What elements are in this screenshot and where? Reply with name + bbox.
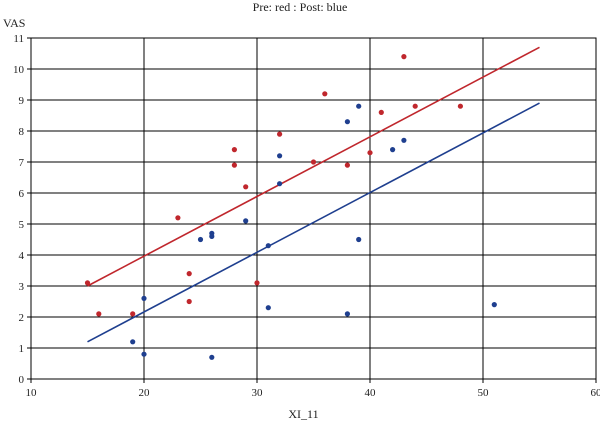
- series-1-point: [243, 218, 249, 224]
- series-0-point: [412, 103, 418, 109]
- series-1-point: [356, 236, 362, 243]
- series-1-point: [401, 137, 407, 143]
- series-1-point: [491, 302, 497, 308]
- series-1-point: [356, 103, 362, 109]
- series-0-point: [96, 311, 102, 317]
- series-1-point: [277, 181, 283, 187]
- series-1-fit-line: [87, 102, 540, 343]
- y-axis-label: VAS: [3, 16, 25, 30]
- series-1-point: [141, 351, 147, 357]
- series-0-point: [401, 54, 407, 60]
- y-tick-label: 9: [19, 95, 25, 107]
- series-1-point: [344, 119, 350, 125]
- y-tick-label: 2: [19, 312, 25, 324]
- x-tick-label: 50: [478, 387, 490, 399]
- x-tick-label: 30: [252, 387, 264, 399]
- series-0-point: [186, 298, 192, 305]
- y-tick-label: 8: [19, 126, 25, 138]
- x-tick-label: 60: [591, 387, 600, 399]
- series-1-point: [209, 233, 215, 239]
- series-0-point: [344, 162, 350, 168]
- x-tick-label: 10: [26, 387, 38, 399]
- series-0-point: [322, 91, 328, 97]
- x-tick-label: 20: [139, 387, 151, 399]
- y-tick-label: 7: [19, 157, 25, 169]
- series-0-fit-line: [87, 46, 540, 287]
- y-tick-label: 6: [19, 188, 25, 200]
- series-1-point: [197, 236, 204, 243]
- y-tick-label: 10: [13, 64, 25, 76]
- series-1-point: [141, 295, 147, 301]
- plot-area: [30, 37, 597, 380]
- series-0-point: [457, 103, 463, 109]
- series-0-point: [84, 280, 91, 286]
- y-tick-label: 5: [19, 219, 25, 231]
- series-1-point: [130, 339, 136, 345]
- series-1-point: [209, 354, 215, 360]
- series-0-point: [231, 147, 237, 153]
- series-0-point: [243, 184, 249, 190]
- y-tick-label: 4: [19, 250, 25, 262]
- series-0-point: [130, 311, 136, 317]
- series-1-point: [277, 153, 283, 159]
- y-tick-label: 3: [19, 281, 25, 293]
- series-0-point: [378, 109, 384, 115]
- series-0-point: [310, 159, 317, 165]
- y-tick-label: 0: [19, 374, 25, 386]
- series-0-point: [277, 131, 283, 137]
- series-1-point: [344, 311, 350, 317]
- chart-title: Pre: red : Post: blue: [252, 0, 348, 14]
- series-0-point: [186, 271, 192, 277]
- y-tick-label: 1: [19, 343, 25, 355]
- x-axis-label: XI_11: [288, 407, 318, 421]
- series-1-point: [390, 147, 396, 153]
- series-1-point: [265, 243, 271, 249]
- series-0-point: [367, 150, 373, 156]
- series-1-point: [265, 305, 271, 311]
- x-tick-label: 40: [365, 387, 377, 399]
- y-tick-label: 11: [13, 33, 24, 45]
- series-0-point: [254, 280, 260, 286]
- series-0-point: [175, 215, 181, 221]
- series-0-point: [231, 162, 237, 168]
